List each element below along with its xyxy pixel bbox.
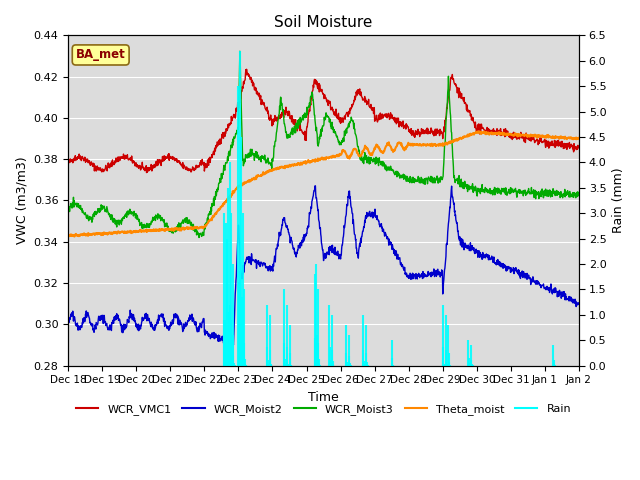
Y-axis label: Rain (mm): Rain (mm) — [612, 168, 625, 233]
Text: BA_met: BA_met — [76, 48, 125, 61]
Title: Soil Moisture: Soil Moisture — [275, 15, 372, 30]
X-axis label: Time: Time — [308, 391, 339, 404]
Y-axis label: VWC (m3/m3): VWC (m3/m3) — [15, 156, 28, 244]
Legend: WCR_VMC1, WCR_Moist2, WCR_Moist3, Theta_moist, Rain: WCR_VMC1, WCR_Moist2, WCR_Moist3, Theta_… — [72, 400, 575, 420]
